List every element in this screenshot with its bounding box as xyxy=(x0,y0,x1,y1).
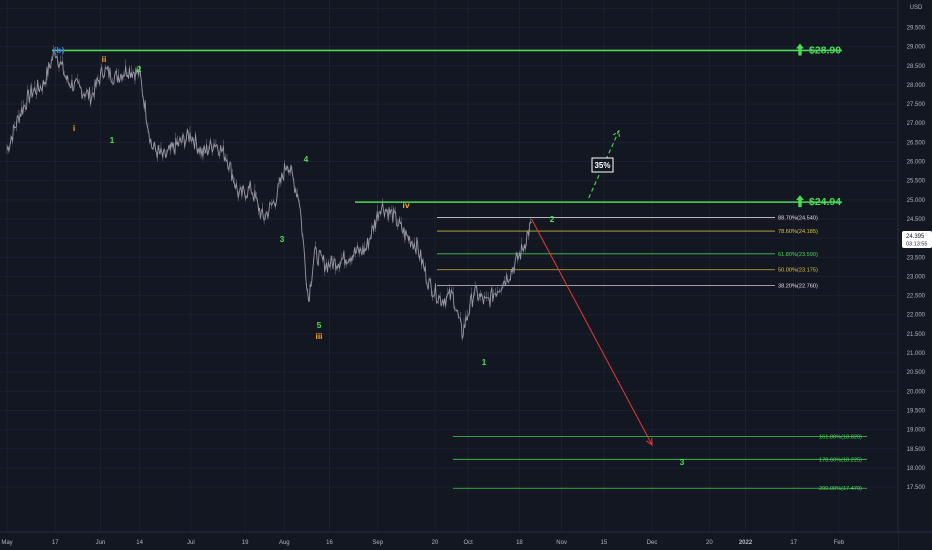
y-tick-label: 23.500 xyxy=(907,255,926,261)
x-tick-label: 16 xyxy=(326,540,333,546)
price-tag-value: 24.395 xyxy=(906,234,925,240)
y-tick-label: 23.000 xyxy=(907,274,926,280)
wave-label: i xyxy=(73,123,75,133)
up-arrow-icon xyxy=(796,195,804,208)
y-tick-label: 22.500 xyxy=(907,294,926,300)
wave-label: 3 xyxy=(280,234,285,244)
fib-label: 88.70%(24.540) xyxy=(778,215,818,221)
x-tick-label: 18 xyxy=(516,540,523,546)
wave-label: ii xyxy=(102,54,107,64)
y-tick-label: 24.500 xyxy=(907,217,926,223)
fib-label: 78.60%(24.185) xyxy=(778,229,818,235)
y-tick-label: 27.500 xyxy=(907,102,926,108)
x-tick-label: Feb xyxy=(834,540,845,546)
y-tick-label: 21.000 xyxy=(907,351,926,357)
fib-label: 38.20%(22.760) xyxy=(778,284,818,290)
grid xyxy=(0,0,898,532)
price-series xyxy=(6,45,532,342)
x-tick-label: 17 xyxy=(790,540,797,546)
y-tick-label: 29.000 xyxy=(907,45,926,51)
y-tick-label: 17.500 xyxy=(907,485,926,491)
x-tick-label: 15 xyxy=(600,540,607,546)
current-price-tag: 24.395 03:13:55 xyxy=(902,231,932,248)
bearish-projection-line[interactable] xyxy=(531,218,653,446)
y-tick-label: 26.500 xyxy=(907,140,926,146)
x-tick-label: 19 xyxy=(242,540,249,546)
y-tick-label: 29.500 xyxy=(907,25,926,31)
wave-label: 2 xyxy=(550,214,555,224)
wave-label: 1 xyxy=(482,357,487,367)
fib-label: 200.00%(17.470) xyxy=(819,486,862,492)
price-axis-panel[interactable] xyxy=(898,0,932,550)
wave-label: iv xyxy=(402,200,409,210)
x-tick-label: Aug xyxy=(279,540,290,546)
x-tick-label: 20 xyxy=(706,540,713,546)
wave-label: (b) xyxy=(54,45,65,55)
percent-badge: 35% xyxy=(591,157,614,173)
wave-label: 1 xyxy=(110,135,115,145)
y-tick-label: 26.000 xyxy=(907,160,926,166)
x-tick-label: 2022 xyxy=(739,540,753,546)
level-label: $28.90 xyxy=(796,43,841,56)
y-tick-label: 21.500 xyxy=(907,332,926,338)
fib-label: 178.60%(18.225) xyxy=(819,457,862,463)
x-tick-label: Nov xyxy=(556,540,567,546)
x-tick-label: Oct xyxy=(464,540,474,546)
y-tick-label: 28.000 xyxy=(907,83,926,89)
fib-label: 61.80%(23.590) xyxy=(778,252,818,258)
y-tick-label: 27.000 xyxy=(907,121,926,127)
x-tick-label: Sep xyxy=(372,540,383,546)
percent-badge-box xyxy=(591,157,614,173)
projections: 35% xyxy=(531,129,653,446)
y-tick-label: 19.500 xyxy=(907,408,926,414)
fib-label: 161.80%(18.820) xyxy=(819,435,862,441)
y-tick-label: 25.500 xyxy=(907,179,926,185)
x-axis: May 17 Jun 14 Jul 19 Aug 16 Sep 20 Oct 18 Nov 15 Dec 20… xyxy=(1,540,844,546)
wave-label: 5 xyxy=(317,320,322,330)
level-label: $24.94 xyxy=(796,195,841,208)
x-tick-label: May xyxy=(1,540,12,546)
wave-label: 4 xyxy=(304,154,309,164)
fib-label: 50.00%(23.175) xyxy=(778,268,818,274)
wave-label: 2 xyxy=(137,64,142,74)
bearish-arrowhead xyxy=(646,437,653,446)
wave-label: 3 xyxy=(680,457,685,467)
y-tick-label: 25.000 xyxy=(907,198,926,204)
x-tick-label: 14 xyxy=(136,540,143,546)
level-price-label: $28.90 xyxy=(809,44,841,56)
wave-label: iii xyxy=(315,331,322,341)
level-price-label: $24.94 xyxy=(809,196,841,208)
percent-badge-text: 35% xyxy=(594,161,610,170)
x-tick-label: Jun xyxy=(96,540,106,546)
y-tick-label: 19.000 xyxy=(907,428,926,434)
x-tick-label: 20 xyxy=(432,540,439,546)
y-tick-label: 22.000 xyxy=(907,313,926,319)
x-tick-label: Jul xyxy=(187,540,195,546)
horizontal-levels: $28.90 $24.94 xyxy=(52,43,842,208)
y-tick-label: 20.500 xyxy=(907,370,926,376)
x-tick-label: 17 xyxy=(52,540,59,546)
currency-label: USD xyxy=(910,5,923,11)
y-tick-label: 18.500 xyxy=(907,447,926,453)
x-tick-label: Dec xyxy=(647,540,658,546)
y-tick-label: 20.000 xyxy=(907,389,926,395)
y-tick-label: 28.500 xyxy=(907,64,926,70)
fibonacci-levels: 88.70%(24.540) 78.60%(24.185) 61.80%(23.59… xyxy=(437,215,867,492)
bullish-arrowhead xyxy=(612,129,620,138)
price-tag-box xyxy=(902,231,932,248)
price-tag-countdown: 03:13:55 xyxy=(906,242,927,248)
up-arrow-icon xyxy=(796,43,804,56)
y-tick-label: 18.000 xyxy=(907,466,926,472)
time-axis-panel[interactable] xyxy=(0,532,898,550)
